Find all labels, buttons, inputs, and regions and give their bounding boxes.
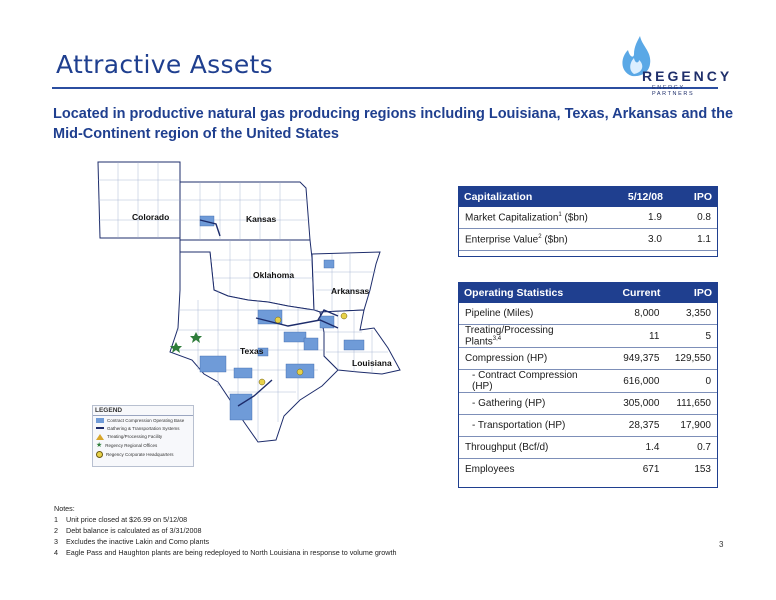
table-row: - Contract Compression (HP) 616,000 0: [458, 369, 718, 394]
table-header-row: Capitalization 5/12/08 IPO: [458, 186, 718, 207]
map-legend: LEGEND Contract Compression Operating Ba…: [92, 405, 194, 467]
current-value: 305,000: [599, 392, 667, 416]
regency-logo: REGENCY ENERGY PARTNERS: [618, 36, 729, 97]
legend-item: Contract Compression Operating Base: [93, 416, 193, 424]
row-label: Compression (HP): [458, 347, 600, 371]
column-header: IPO: [666, 282, 718, 303]
column-header: Operating Statistics: [458, 282, 600, 303]
headquarters-icon: [96, 451, 103, 459]
map-label-kansas: Kansas: [246, 214, 277, 224]
column-header: Capitalization: [458, 186, 601, 207]
map-label-louisiana: Louisiana: [352, 358, 392, 368]
legend-item: ★ Regency Regional Offices: [93, 442, 193, 450]
row-label: - Contract Compression (HP): [458, 369, 600, 394]
asset-map: Colorado Kansas Oklahoma Arkansas Texas …: [88, 160, 448, 480]
table-row: Compression (HP) 949,375 129,550: [458, 347, 718, 371]
table-row: Pipeline (Miles) 8,000 3,350: [458, 303, 718, 325]
current-value: 616,000: [599, 369, 667, 394]
ipo-value: 17,900: [666, 414, 718, 438]
table-row: Treating/Processing Plants3,4 11 5: [458, 324, 718, 349]
row-label: Employees: [465, 464, 515, 476]
row-label: - Transportation (HP): [458, 414, 600, 438]
ipo-value: 5: [666, 324, 718, 349]
ipo-value: 1.1: [668, 228, 718, 251]
column-header: 5/12/08: [600, 186, 669, 207]
triangle-icon: [96, 433, 104, 440]
row-label: Enterprise Value2 ($bn): [458, 228, 601, 251]
table-row: Enterprise Value2 ($bn) 3.0 1.1: [458, 228, 718, 251]
operating-statistics-table: Operating Statistics Current IPO Pipelin…: [458, 282, 718, 480]
legend-label: Gathering & Transportation Systems: [107, 425, 180, 431]
table-row: - Transportation (HP) 28,375 17,900: [458, 414, 718, 438]
page-subtitle: Located in productive natural gas produc…: [53, 106, 734, 142]
footnote: 2 Debt balance is calculated as of 3/31/2…: [54, 526, 202, 535]
notes-title: Notes:: [54, 504, 75, 513]
table-row: Market Capitalization1 ($bn) 1.9 0.8: [458, 207, 718, 229]
map-label-arkansas: Arkansas: [331, 286, 370, 296]
ipo-value: 129,550: [666, 347, 718, 371]
map-label-colorado: Colorado: [132, 212, 170, 222]
star-icon: ★: [96, 442, 103, 450]
ipo-value: 153: [694, 464, 711, 476]
ipo-value: 111,650: [666, 392, 718, 416]
pipeline-line-icon: [96, 427, 104, 430]
current-value: 949,375: [599, 347, 667, 371]
row-label: Pipeline (Miles): [458, 303, 600, 325]
row-label: Throughput (Bcf/d): [458, 436, 600, 460]
current-value: 8,000: [599, 303, 667, 325]
row-label: - Gathering (HP): [458, 392, 600, 416]
current-value: 28,375: [599, 414, 667, 438]
current-value: 3.0: [600, 228, 669, 251]
table-row: Throughput (Bcf/d) 1.4 0.7: [458, 436, 718, 460]
map-label-texas: Texas: [240, 346, 264, 356]
ipo-value: 0.8: [668, 207, 718, 229]
asset-map-graphic: [97, 161, 401, 443]
legend-item: Regency Corporate Headquarters: [93, 450, 193, 460]
asset-area-swatch-icon: [96, 417, 104, 423]
row-label: Market Capitalization1 ($bn): [458, 207, 601, 229]
flame-icon: [622, 36, 651, 77]
footnote: 4 Eagle Pass and Haughton plants are bein…: [54, 548, 397, 557]
legend-title: LEGEND: [93, 406, 193, 416]
capitalization-table: Capitalization 5/12/08 IPO Market Capita…: [458, 186, 718, 251]
logo-wordmark: REGENCY: [642, 68, 733, 84]
current-value: 1.9: [600, 207, 669, 229]
footnote: 3 Excludes the inactive Lakin and Como pl…: [54, 537, 210, 546]
map-label-oklahoma: Oklahoma: [253, 270, 295, 280]
legend-label: Contract Compression Operating Base: [107, 417, 185, 423]
current-value: 671: [642, 464, 660, 476]
page-number: 3: [719, 540, 724, 549]
current-value: 1.4: [599, 436, 667, 460]
ipo-value: 0: [666, 369, 718, 394]
legend-item: Gathering & Transportation Systems: [93, 424, 193, 432]
table-row: Employees 671 153: [458, 459, 718, 481]
legend-label: Treating/Processing Facility: [107, 434, 163, 440]
table-row: - Gathering (HP) 305,000 111,650: [458, 392, 718, 416]
footnote: 1 Unit price closed at $26.99 on 5/12/08: [54, 515, 188, 524]
table-header-row: Operating Statistics Current IPO: [458, 282, 718, 303]
row-label: Treating/Processing Plants3,4: [458, 324, 600, 349]
current-value: 11: [599, 324, 667, 349]
column-header: Current: [599, 282, 667, 303]
title-divider: [52, 87, 718, 89]
legend-item: Treating/Processing Facility: [93, 432, 193, 441]
legend-label: Regency Regional Offices: [105, 443, 158, 449]
logo-tagline: ENERGY PARTNERS: [652, 85, 695, 97]
page-title: Attractive Assets: [56, 50, 273, 79]
footnotes: Notes: 1 Unit price closed at $26.99 on 5…: [54, 503, 396, 558]
ipo-value: 3,350: [666, 303, 718, 325]
column-header: IPO: [668, 186, 718, 207]
ipo-value: 0.7: [666, 436, 718, 460]
legend-label: Regency Corporate Headquarters: [106, 452, 174, 458]
